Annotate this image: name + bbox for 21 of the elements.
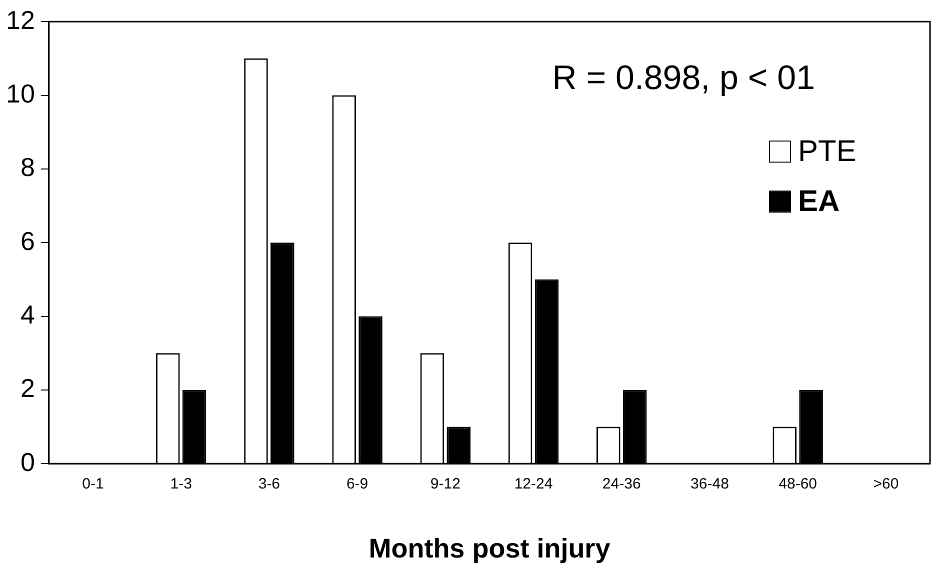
x-tick-label: 1-3 [170, 476, 192, 493]
y-tick-label: 10 [6, 78, 35, 108]
y-tick-label: 4 [20, 299, 35, 330]
x-tick-label: 3-6 [258, 476, 280, 493]
x-tick-label: 6-9 [346, 476, 368, 493]
x-tick-label: 12-24 [514, 476, 553, 493]
x-tick-label: 24-36 [602, 476, 641, 493]
x-tick-label: 9-12 [430, 476, 460, 493]
y-tick-label: 2 [20, 373, 35, 404]
x-tick-label: 48-60 [778, 476, 818, 493]
y-tick-label: 12 [6, 4, 35, 35]
x-tick-label: >60 [873, 476, 899, 493]
y-tick-label: 8 [20, 152, 35, 182]
x-axis-title: Months post injury [368, 533, 610, 564]
x-tick-label: 36-48 [690, 476, 729, 493]
y-tick-label: 6 [20, 226, 35, 256]
legend-label: EA [798, 184, 840, 218]
x-tick-label: 0-1 [82, 476, 104, 493]
annotation: R = 0.898, p < 01 [552, 58, 815, 97]
legend-label: PTE [798, 134, 856, 168]
y-tick-label: 0 [20, 446, 35, 477]
